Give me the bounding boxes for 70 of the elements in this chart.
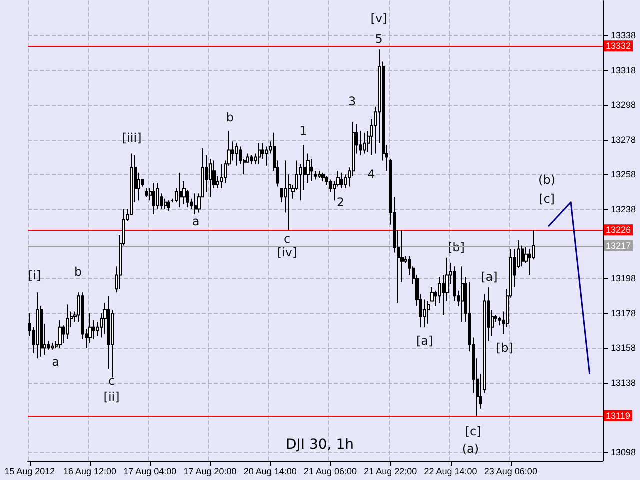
- annotation: [i]: [28, 268, 42, 282]
- annotation: [c]: [465, 424, 482, 438]
- x-tick-label: 22 Aug 14:00: [424, 466, 478, 476]
- x-tick-label: 21 Aug 06:00: [304, 466, 358, 476]
- candlestick: [194, 193, 197, 216]
- y-tick-label: 13198: [611, 274, 636, 284]
- x-tick-label: 15 Aug 2012: [4, 466, 56, 476]
- y-tick-label: 13338: [611, 30, 636, 41]
- y-tick-label: 13098: [611, 447, 636, 458]
- candlestick: [145, 188, 148, 198]
- annotation: 1: [300, 124, 308, 138]
- y-tick-label: 13318: [611, 65, 636, 76]
- candlestick: [51, 342, 54, 350]
- annotation: 5: [375, 32, 383, 46]
- annotation: b: [74, 264, 82, 279]
- candlestick: [461, 266, 464, 323]
- y-tick-label: 13178: [611, 308, 636, 318]
- annotation: a: [52, 355, 60, 370]
- x-tick-label: 17 Aug 20:00: [184, 466, 237, 476]
- candlestick: [58, 320, 62, 349]
- annotation: (a): [462, 442, 480, 456]
- candlestick: [250, 154, 253, 165]
- annotation: (b): [538, 172, 556, 187]
- candlestick: [66, 304, 69, 340]
- candlestick: [220, 164, 223, 189]
- annotation: [b]: [496, 341, 514, 356]
- candlestick: [314, 170, 317, 180]
- annotation: c: [108, 374, 116, 388]
- candlestick: [36, 292, 39, 360]
- annotation: 4: [368, 168, 376, 182]
- ref-line-label: 13119: [606, 410, 630, 421]
- x-tick-label: 16 Aug 12:00: [63, 466, 117, 476]
- x-tick-label: 21 Aug 22:00: [364, 466, 418, 476]
- annotation: a: [192, 214, 200, 228]
- candlestick: [209, 158, 212, 198]
- x-tick-label: 17 Aug 04:00: [124, 466, 177, 476]
- y-tick-label: 13258: [611, 170, 636, 180]
- x-tick-label: 20 Aug 14:00: [244, 466, 297, 476]
- annotation: b: [226, 110, 234, 124]
- y-tick-label: 13278: [611, 134, 636, 145]
- candlestick: [321, 172, 325, 182]
- text: DJI 30, 1h: [286, 437, 354, 453]
- annotation: [iv]: [277, 246, 298, 260]
- y-tick-label: 13158: [611, 343, 636, 354]
- candlestick: [363, 132, 366, 154]
- annotation: c: [284, 232, 291, 246]
- y-tick-label: 13138: [611, 378, 636, 388]
- candlestick: [318, 170, 321, 179]
- annotation: 2: [336, 195, 344, 210]
- candlestick: [235, 142, 238, 166]
- candlestick: [152, 182, 155, 216]
- y-tick-label: 13298: [611, 100, 636, 110]
- annotation: [c]: [539, 192, 555, 206]
- candlestick: [310, 158, 313, 182]
- ref-line-label: 13226: [606, 225, 632, 236]
- candlestick: [258, 142, 261, 165]
- candlestick: [427, 300, 430, 324]
- annotation: [v]: [370, 11, 388, 26]
- candlestick: [167, 200, 170, 212]
- ref-line-label: 13217: [606, 240, 632, 251]
- x-tick-label: 23 Aug 06:00: [484, 466, 538, 476]
- candlestick: [179, 172, 182, 208]
- annotation: 3: [348, 94, 356, 109]
- candlestick: [340, 172, 343, 189]
- annotation: [ii]: [104, 390, 120, 404]
- annotation: [iii]: [122, 131, 142, 146]
- annotation: [a]: [416, 334, 434, 348]
- ref-line-label: 13332: [606, 41, 632, 52]
- annotation: [a]: [481, 270, 498, 284]
- y-tick-label: 13238: [611, 204, 636, 214]
